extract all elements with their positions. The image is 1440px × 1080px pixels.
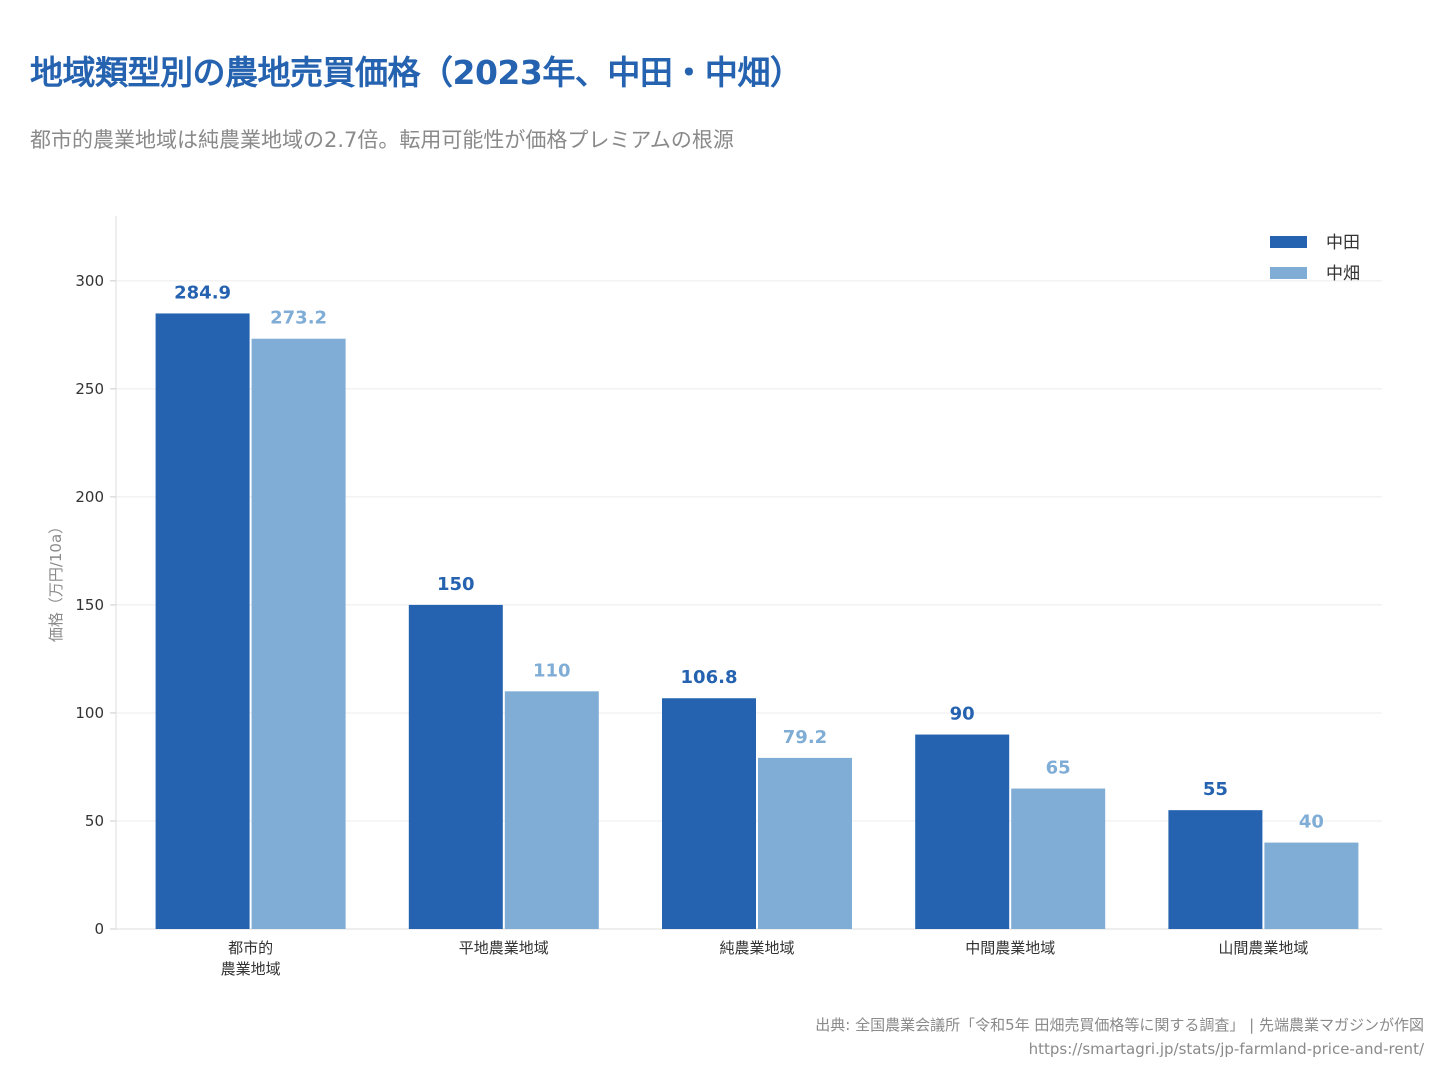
data-label: 106.8 [681, 667, 738, 688]
y-tick-label: 50 [85, 812, 104, 830]
data-label: 90 [950, 704, 975, 725]
x-tick-label: 純農業地域 [719, 939, 794, 957]
data-label: 150 [437, 574, 475, 595]
bar-paddy [155, 313, 250, 929]
bar-paddy [408, 604, 503, 929]
x-tick-label: 農業地域 [221, 960, 281, 978]
y-axis-label: 価格（万円/10a） [47, 519, 65, 642]
bar-paddy [1168, 810, 1263, 929]
x-tick-label: 山間農業地域 [1218, 939, 1308, 957]
source-citation: 出典: 全国農業会議所「令和5年 田畑売買価格等に関する調査」 | 先端農業マガ… [815, 1016, 1424, 1034]
chart-title: 地域類型別の農地売買価格（2023年、中田・中畑） [30, 53, 803, 92]
data-label: 110 [533, 660, 571, 681]
y-tick-label: 150 [75, 596, 104, 614]
legend-label: 中田 [1326, 233, 1360, 253]
y-tick-label: 0 [94, 920, 104, 938]
chart-subtitle: 都市的農業地域は純農業地域の2.7倍。転用可能性が価格プレミアムの根源 [30, 128, 734, 152]
bar-paddy [915, 734, 1010, 929]
x-tick-label: 平地農業地域 [459, 939, 549, 957]
legend-swatch [1270, 236, 1307, 248]
data-label: 273.2 [270, 308, 327, 329]
bar-chart: 0 50 100 150 200 250 300 価格（万円/10a） 284.9 273.2 都市… [47, 216, 1382, 978]
legend-swatch [1270, 267, 1307, 279]
bar-field [1264, 842, 1359, 929]
bar-field [758, 757, 852, 929]
data-label: 40 [1299, 812, 1324, 833]
data-label: 65 [1046, 758, 1071, 779]
data-label: 55 [1203, 779, 1228, 800]
legend-label: 中畑 [1326, 264, 1360, 284]
y-tick-label: 100 [75, 704, 104, 722]
bar-field [251, 338, 346, 929]
y-tick-label: 250 [75, 380, 104, 398]
data-label: 284.9 [174, 282, 231, 303]
source-url[interactable]: https://smartagri.jp/stats/jp-farmland-p… [1028, 1040, 1424, 1058]
source-note: 出典: 全国農業会議所「令和5年 田畑売買価格等に関する調査」 | 先端農業マガ… [815, 1013, 1424, 1061]
data-label: 79.2 [783, 727, 827, 748]
bar-paddy [662, 698, 756, 929]
y-tick-label: 300 [75, 272, 104, 290]
bar-field [504, 691, 599, 929]
x-tick-label: 中間農業地域 [965, 939, 1055, 957]
bar-field [1011, 788, 1106, 929]
x-tick-label: 都市的 [228, 939, 273, 957]
y-tick-label: 200 [75, 488, 104, 506]
